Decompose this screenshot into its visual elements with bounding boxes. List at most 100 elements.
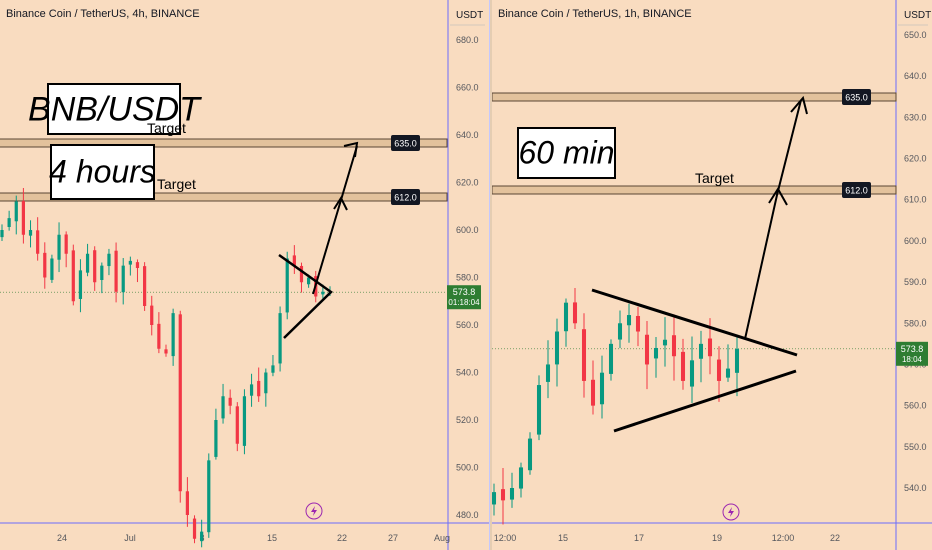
x-tick-label: 24	[57, 533, 67, 543]
y-tick-label: 660.0	[456, 83, 479, 93]
candle-body	[50, 258, 54, 280]
chart-panel-4h[interactable]: USDT 680.0 660.0 640.0 620.0 600.0 580.0 560.0 5…	[0, 0, 489, 550]
candle-body	[734, 348, 740, 373]
candle-body	[64, 234, 68, 254]
candle-body	[178, 314, 182, 492]
y-tick-label: 620.0	[456, 178, 479, 188]
candle-body	[264, 372, 268, 394]
currency-label: USDT	[456, 10, 483, 21]
candle-body	[71, 250, 75, 302]
target-zone	[0, 138, 448, 148]
candle-body	[207, 460, 211, 533]
candle-body	[150, 305, 154, 325]
candle-body	[157, 323, 161, 349]
candle-body	[78, 270, 83, 299]
candle-body	[500, 489, 506, 501]
annotation-box	[50, 144, 155, 200]
candle-body	[21, 201, 25, 235]
candle-body	[707, 338, 713, 357]
last-price-label: 573.8	[901, 344, 924, 354]
candle-body	[299, 265, 304, 283]
candle-body	[143, 266, 147, 306]
y-tick-label: 560.0	[456, 320, 479, 330]
candle-body	[509, 488, 515, 500]
candle-body	[680, 351, 686, 381]
candle-body	[164, 349, 168, 354]
candle-body	[698, 343, 704, 359]
trend-drawing	[768, 187, 788, 206]
candle-body	[14, 201, 18, 222]
y-tick-label: 640.0	[904, 71, 927, 81]
candle-body	[242, 396, 247, 446]
candle-body	[536, 385, 542, 435]
candle-body	[590, 379, 596, 406]
candle-body	[228, 397, 232, 406]
target-price-badge	[842, 89, 871, 105]
trend-drawing	[790, 95, 808, 115]
candle-body	[235, 406, 239, 444]
bolt-icon	[722, 503, 740, 521]
target-price-badge	[391, 189, 420, 205]
chart-title-4h: Binance Coin / TetherUS, 4h, BINANCE	[6, 8, 200, 20]
candle-body	[527, 438, 533, 471]
y-tick-label: 580.0	[904, 318, 927, 328]
target-label: Target	[147, 120, 186, 136]
annotation-box	[517, 127, 616, 179]
y-tick-label: 590.0	[904, 277, 927, 287]
y-tick-label: 520.0	[456, 415, 479, 425]
candle-body	[128, 260, 132, 265]
target-zone	[0, 192, 448, 202]
candle-body	[554, 331, 560, 365]
candle-body	[214, 420, 218, 457]
panel-divider[interactable]	[489, 0, 493, 550]
y-tick-label: 610.0	[904, 195, 927, 205]
y-tick-label: 540.0	[904, 483, 927, 493]
trend-drawing	[343, 141, 359, 158]
y-tick-label: 600.0	[904, 236, 927, 246]
y-tick-label: 630.0	[904, 112, 927, 122]
candle-body	[716, 359, 722, 381]
annotation-box	[47, 83, 181, 135]
trend-drawing	[333, 195, 348, 211]
x-tick-label: 22	[830, 533, 840, 543]
currency-label: USDT	[904, 10, 931, 21]
trend-drawing	[591, 288, 798, 357]
last-price-badge	[447, 285, 481, 310]
target-price-badge	[391, 135, 420, 151]
bolt-icon	[305, 502, 323, 520]
candle-body	[0, 230, 4, 238]
candle-body	[644, 334, 650, 365]
bolt-icon-glyph	[728, 507, 734, 517]
y-tick-label: 500.0	[456, 463, 479, 473]
candle-body	[121, 265, 125, 293]
candle-body	[185, 491, 189, 515]
candle-body	[321, 291, 325, 295]
y-tick-label: 480.0	[456, 510, 479, 520]
last-price-label: 573.8	[453, 287, 476, 297]
target-price-label: 635.0	[845, 93, 868, 103]
target-label: Target	[695, 170, 734, 186]
candle-body	[581, 329, 587, 381]
candle-body	[653, 347, 659, 359]
target-zone	[492, 185, 897, 195]
y-tick-label: 540.0	[456, 368, 479, 378]
candle-body	[292, 255, 296, 266]
candle-body	[617, 323, 623, 340]
candle-body	[671, 335, 677, 357]
chart-panel-1h[interactable]: USDT 650.0 640.0 630.0 620.0 610.0 600.0 590.0 5…	[492, 0, 932, 550]
countdown-label: 01:18:04	[448, 298, 480, 307]
candle-body	[307, 277, 311, 285]
candle-body	[57, 234, 61, 260]
target-label: Target	[157, 176, 196, 192]
candle-body	[7, 218, 11, 227]
candle-body	[545, 364, 551, 382]
countdown-label: 18:04	[902, 355, 923, 364]
chart-1h-svg: USDT 650.0 640.0 630.0 620.0 610.0 600.0 590.0 5…	[492, 0, 932, 550]
candle-body	[200, 531, 204, 542]
candle-body	[171, 313, 175, 357]
target-price-badge	[842, 182, 871, 198]
candle-body	[36, 230, 40, 254]
candle-body	[518, 467, 524, 489]
x-tick-label: 15	[267, 533, 277, 543]
